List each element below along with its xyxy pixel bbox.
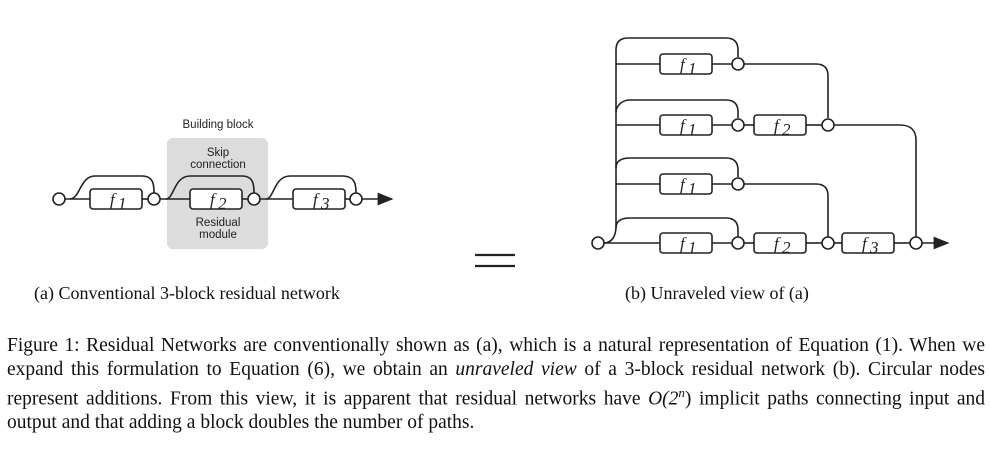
caption-emphasis: unraveled view	[455, 358, 577, 380]
svg-text:f: f	[110, 190, 117, 209]
block-f3-a	[292, 188, 346, 210]
svg-text:f: f	[862, 234, 869, 253]
svg-text:f: f	[680, 234, 687, 253]
caption-text-2: of a 3-block residual network (b). Circu…	[7, 358, 985, 410]
add-node-a2	[247, 192, 261, 206]
svg-text:3: 3	[320, 194, 330, 213]
add-node-r4b	[821, 236, 835, 250]
block-f1-row4	[659, 232, 713, 254]
block-f2-a	[189, 188, 243, 210]
svg-text:3: 3	[869, 238, 879, 257]
svg-text:f: f	[210, 190, 217, 209]
svg-text:2: 2	[782, 238, 791, 257]
add-node-a3	[349, 192, 363, 206]
caption-math-sup: n	[678, 385, 685, 400]
caption-text-1: Figure 1: Residual Networks are conventi…	[7, 335, 985, 380]
add-node-r4c	[909, 236, 923, 250]
svg-text:f: f	[313, 190, 320, 209]
svg-text:1: 1	[688, 59, 697, 78]
svg-text:f: f	[774, 234, 781, 253]
caption-math: O(2	[648, 388, 679, 410]
skip-connection-label: Skip	[207, 147, 229, 159]
svg-text:1: 1	[688, 238, 697, 257]
residual-module-label-2: module	[199, 229, 237, 241]
svg-text:f: f	[680, 55, 687, 74]
input-node-b	[591, 236, 605, 250]
panel-a-diagram: Building block Skip connection Residual …	[52, 119, 394, 249]
svg-text:1: 1	[118, 194, 127, 213]
subcaption-a: (a) Conventional 3-block residual networ…	[34, 283, 340, 303]
figure-diagram: Building block Skip connection Residual …	[52, 37, 950, 268]
equals-sign	[475, 253, 515, 268]
add-node-r2b	[821, 118, 835, 132]
svg-text:f: f	[680, 116, 687, 135]
svg-text:1: 1	[688, 120, 697, 139]
svg-text:2: 2	[782, 120, 791, 139]
caption-text-3: implicit paths connecting input and outp…	[7, 388, 985, 434]
block-f1-row2	[659, 114, 713, 136]
block-f1-row3	[659, 173, 713, 195]
svg-text:2: 2	[218, 194, 227, 213]
input-node-a	[52, 192, 66, 206]
svg-text:f: f	[680, 175, 687, 194]
block-f2-row4	[753, 232, 807, 254]
add-node-r4a	[731, 236, 745, 250]
subcaption-b: (b) Unraveled view of (a)	[625, 283, 809, 303]
block-f2-row2	[753, 114, 807, 136]
block-f1-a	[89, 188, 143, 210]
caption-math-close: )	[684, 388, 692, 410]
building-block-label: Building block	[183, 119, 254, 131]
block-f1-row1	[659, 53, 713, 75]
skip-connection-label-2: connection	[190, 159, 246, 171]
add-node-r1	[731, 57, 745, 71]
add-node-r3	[731, 177, 745, 191]
add-node-a1	[147, 192, 161, 206]
block-f3-row4	[841, 232, 895, 254]
svg-text:1: 1	[688, 179, 697, 198]
figure-caption: Figure 1: Residual Networks are conventi…	[7, 334, 985, 435]
add-node-r2a	[731, 118, 745, 132]
svg-text:f: f	[774, 116, 781, 135]
residual-module-label: Residual	[196, 217, 241, 229]
